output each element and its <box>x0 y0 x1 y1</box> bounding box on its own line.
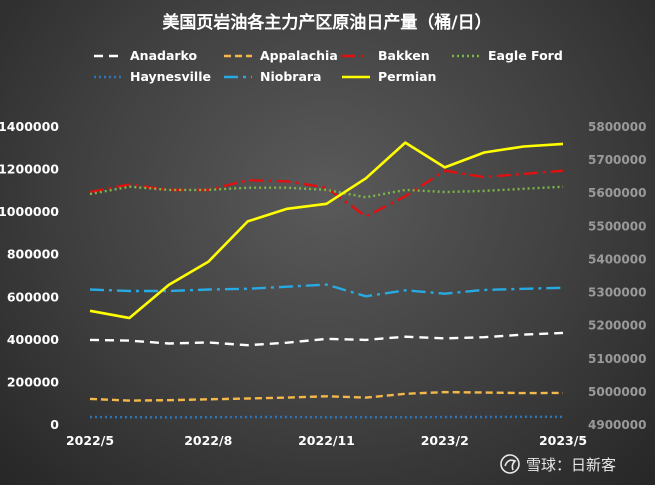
legend-item-anadarko: Anadarko <box>94 48 198 63</box>
y-axis-left: 0 200000 400000 600000 800000 1000000 1200000 1… <box>0 119 59 432</box>
legend-item-bakken: Bakken <box>342 48 430 63</box>
y-right-tick-label: 5400000 <box>588 252 646 266</box>
y-axis-right: 4900000 5000000 5100000 5200000 5300000 54000… <box>588 120 646 432</box>
x-axis: 2022/5 2022/8 2022/11 2023/2 2023/5 <box>66 433 587 448</box>
x-tick-label: 2023/2 <box>421 433 469 448</box>
legend-label: Appalachia <box>260 48 338 63</box>
y-left-tick-label: 1000000 <box>0 204 59 219</box>
y-right-tick-label: 5000000 <box>588 385 646 399</box>
legend-label: Permian <box>378 69 436 84</box>
x-tick-label: 2022/11 <box>298 433 355 448</box>
y-right-tick-label: 5600000 <box>588 186 646 200</box>
legend-item-eagle-ford: Eagle Ford <box>452 48 563 63</box>
y-left-tick-label: 600000 <box>7 289 59 304</box>
y-left-tick-label: 1400000 <box>0 119 59 134</box>
y-left-tick-label: 400000 <box>7 332 59 347</box>
legend-item-permian: Permian <box>342 69 436 84</box>
y-right-tick-label: 5300000 <box>588 286 646 300</box>
series-line-permian <box>89 141 564 320</box>
series-line-haynesville <box>89 415 563 419</box>
y-right-tick-label: 5800000 <box>588 120 646 134</box>
legend-label: Bakken <box>378 48 430 63</box>
x-tick-label: 2023/5 <box>539 433 587 448</box>
y-right-tick-label: 5700000 <box>588 153 646 167</box>
series-line-appalachia <box>89 390 564 402</box>
snowball-logo-swirl <box>504 459 517 471</box>
y-left-tick-label: 800000 <box>7 247 59 262</box>
y-left-tick-label: 1200000 <box>0 162 59 177</box>
x-tick-label: 2022/5 <box>66 433 114 448</box>
y-right-tick-label: 4900000 <box>588 418 646 432</box>
y-right-tick-label: 5100000 <box>588 352 646 366</box>
legend-label: Anadarko <box>130 48 198 63</box>
legend-label: Eagle Ford <box>488 48 563 63</box>
chart-title: 美国页岩油各主力产区原油日产量（桶/日） <box>162 12 491 33</box>
plot-lines <box>89 141 564 419</box>
legend-label: Niobrara <box>260 69 321 84</box>
legend-item-appalachia: Appalachia <box>224 48 338 63</box>
legend-item-haynesville: Haynesville <box>94 69 211 84</box>
series-line-eagle-ford <box>89 185 564 199</box>
y-right-tick-label: 5500000 <box>588 219 646 233</box>
watermark: 雪球：日新客 <box>500 454 616 474</box>
legend-item-niobrara: Niobrara <box>224 69 321 84</box>
legend: Anadarko Appalachia Bakken Eagle Ford Haynes… <box>94 48 563 84</box>
snowball-logo-icon <box>500 454 520 474</box>
legend-label: Haynesville <box>130 69 211 84</box>
x-tick-label: 2022/8 <box>184 433 232 448</box>
series-line-bakken <box>89 169 564 218</box>
series-line-anadarko <box>89 331 564 347</box>
watermark-text: 雪球：日新客 <box>526 456 616 474</box>
y-right-tick-label: 5200000 <box>588 319 646 333</box>
y-left-tick-label: 200000 <box>7 374 59 389</box>
y-left-tick-label: 0 <box>50 417 59 432</box>
series-line-niobrara <box>89 283 564 298</box>
